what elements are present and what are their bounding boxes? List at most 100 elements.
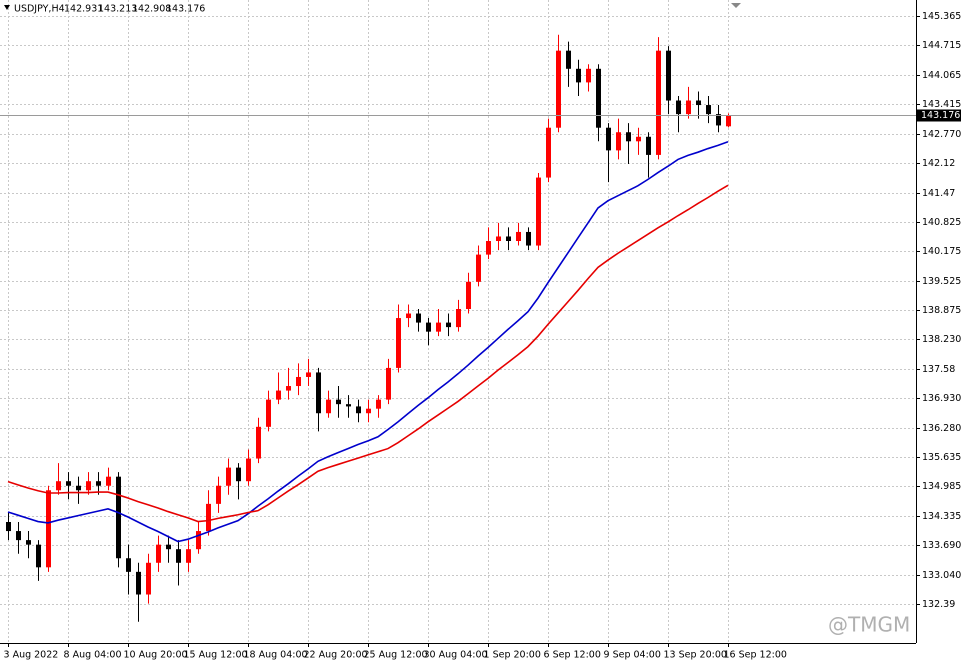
header-high: 143.213 <box>98 4 137 15</box>
y-tick-label: 140.825 <box>922 217 961 228</box>
candle-body <box>436 322 441 332</box>
x-tick-label: 13 Sep 20:00 <box>664 650 727 661</box>
candle-body <box>86 481 91 491</box>
candle-body <box>406 313 411 319</box>
candle-body <box>616 132 621 151</box>
x-tick-label: 15 Aug 12:00 <box>184 650 248 661</box>
candle-body <box>676 100 681 115</box>
watermark: @TMGM <box>828 613 910 637</box>
y-tick-label: 133.040 <box>922 570 961 581</box>
candle-body <box>186 549 191 563</box>
candle-body <box>256 426 261 459</box>
y-tick-label: 133.690 <box>922 540 961 551</box>
candle-body <box>36 544 41 568</box>
x-tick-label: 6 Sep 12:00 <box>544 650 601 661</box>
candle-body <box>106 476 111 486</box>
candle-body <box>456 308 461 328</box>
candle-body <box>426 322 431 332</box>
candle-body <box>686 100 691 115</box>
candle-body <box>726 115 731 127</box>
candle-body <box>366 408 371 414</box>
x-tick-label: 10 Aug 20:00 <box>124 650 188 661</box>
menu-arrow <box>4 5 10 10</box>
candle-body <box>556 50 561 128</box>
candle-body <box>316 372 321 414</box>
candle-body <box>356 406 361 414</box>
candle-body <box>306 372 311 377</box>
candle-body <box>276 390 281 400</box>
candle-body <box>216 485 221 504</box>
y-tick-label: 138.230 <box>922 334 961 345</box>
candle-body <box>376 399 381 409</box>
candle-body <box>646 136 651 155</box>
candle-body <box>136 571 141 595</box>
candle-body <box>396 318 401 368</box>
candle-body <box>126 558 131 572</box>
candle-body <box>476 254 481 282</box>
candle-body <box>206 503 211 532</box>
header-low: 142.908 <box>132 4 171 15</box>
candle-body <box>386 367 391 400</box>
y-tick-label: 144.715 <box>922 40 961 51</box>
y-tick-label: 135.635 <box>922 452 961 463</box>
x-tick-label: 3 Aug 2022 <box>4 650 59 661</box>
candle-body <box>336 399 341 405</box>
scroll-marker <box>731 3 741 8</box>
candle-body <box>76 485 81 491</box>
x-tick-label: 8 Aug 04:00 <box>64 650 122 661</box>
y-tick-label: 143.415 <box>922 99 961 110</box>
header-open: 142.931 <box>64 4 103 15</box>
candle-body <box>566 50 571 69</box>
y-tick-label: 134.335 <box>922 511 961 522</box>
y-tick-label: 144.065 <box>922 70 961 81</box>
candle-body <box>266 399 271 427</box>
candle-body <box>506 236 511 242</box>
symbol: USDJPY,H4 <box>14 4 65 15</box>
candle-body <box>706 105 711 115</box>
candle-body <box>466 281 471 309</box>
candle-body <box>536 177 541 246</box>
candle-body <box>146 562 151 595</box>
candle-body <box>226 467 231 486</box>
candle-body <box>346 404 351 407</box>
candle-body <box>546 127 551 178</box>
x-tick-label: 9 Sep 04:00 <box>604 650 661 661</box>
y-tick-label: 137.58 <box>922 364 955 375</box>
y-tick-label: 142.770 <box>922 129 961 140</box>
candle-body <box>416 313 421 323</box>
candle-body <box>326 399 331 414</box>
x-tick-label: 22 Aug 20:00 <box>304 650 368 661</box>
candle-body <box>636 136 641 142</box>
candle-body <box>6 521 11 532</box>
header: USDJPY,H4 142.931 143.213 142.908 143.17… <box>4 4 205 15</box>
candle-body <box>516 231 521 242</box>
header-close: 143.176 <box>166 4 205 15</box>
candle-body <box>586 68 591 83</box>
x-tick-label: 18 Aug 04:00 <box>244 650 308 661</box>
candle-body <box>96 481 101 486</box>
y-tick-label: 142.12 <box>922 158 955 169</box>
y-tick-label: 136.280 <box>922 423 961 434</box>
candle-body <box>26 540 31 545</box>
candle-body <box>156 544 161 563</box>
y-tick-label: 132.39 <box>922 599 955 610</box>
candle-body <box>666 50 671 101</box>
candle-body <box>66 481 71 486</box>
candle-body <box>56 481 61 491</box>
candle-body <box>696 100 701 106</box>
price-label: 143.176 <box>921 110 960 121</box>
candle-body <box>176 549 181 563</box>
candle-body <box>46 490 51 568</box>
candle-body <box>526 231 531 246</box>
candle-body <box>166 544 171 550</box>
y-tick-label: 136.930 <box>922 393 961 404</box>
y-tick-label: 134.985 <box>922 481 961 492</box>
candle-body <box>446 322 451 328</box>
candle-body <box>496 236 501 242</box>
candle-body <box>296 376 301 387</box>
price-label-box <box>917 109 961 122</box>
candle-body <box>656 50 661 155</box>
candle-body <box>626 132 631 142</box>
